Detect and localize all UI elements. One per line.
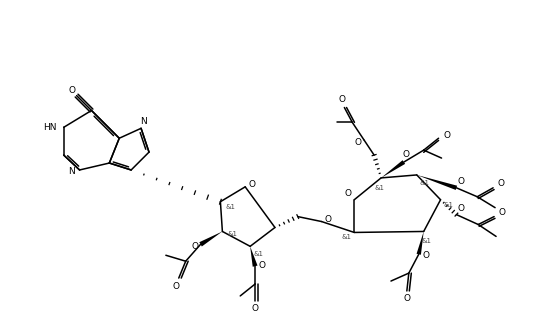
Text: &1: &1 — [374, 185, 384, 191]
Polygon shape — [381, 160, 405, 178]
Text: O: O — [191, 242, 198, 251]
Polygon shape — [199, 231, 222, 246]
Text: O: O — [249, 180, 256, 189]
Polygon shape — [250, 246, 258, 267]
Text: &1: &1 — [227, 231, 237, 237]
Text: &1: &1 — [226, 204, 235, 210]
Text: O: O — [443, 131, 450, 140]
Text: O: O — [355, 138, 362, 147]
Text: O: O — [339, 95, 346, 104]
Text: &1: &1 — [422, 238, 432, 244]
Text: O: O — [403, 294, 410, 303]
Text: O: O — [325, 215, 332, 224]
Text: &1: &1 — [342, 234, 351, 240]
Text: O: O — [172, 282, 179, 291]
Text: O: O — [458, 177, 465, 186]
Text: N: N — [68, 167, 75, 176]
Text: O: O — [458, 204, 465, 213]
Text: &1: &1 — [253, 251, 263, 257]
Text: O: O — [498, 179, 505, 188]
Text: &1: &1 — [420, 180, 430, 186]
Text: O: O — [345, 189, 352, 198]
Text: O: O — [402, 150, 409, 159]
Text: O: O — [258, 261, 266, 270]
Text: O: O — [68, 86, 75, 95]
Text: O: O — [252, 304, 259, 313]
Text: O: O — [422, 251, 429, 260]
Text: &1: &1 — [444, 202, 453, 208]
Text: HN: HN — [43, 123, 57, 132]
Polygon shape — [417, 175, 457, 190]
Text: O: O — [498, 208, 505, 217]
Polygon shape — [417, 231, 424, 255]
Text: N: N — [140, 117, 147, 126]
